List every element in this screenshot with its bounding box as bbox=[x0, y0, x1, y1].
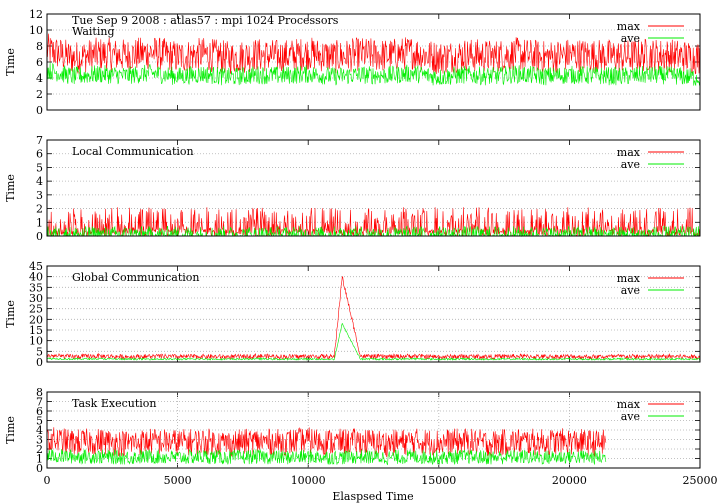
panel-1-y-axis-label: Time bbox=[4, 48, 17, 76]
panel-1-title: Waiting bbox=[72, 25, 115, 38]
panel-4-legend-label-ave: ave bbox=[621, 410, 640, 423]
panel-3-y-axis-label: Time bbox=[4, 300, 17, 328]
panel-4-y-tick-label: 3 bbox=[36, 434, 43, 447]
x-axis-label: Elaspsed Time bbox=[332, 490, 413, 503]
panel-3-legend-label-ave: ave bbox=[621, 284, 640, 297]
panel-4-y-tick-label: 1 bbox=[36, 453, 43, 466]
panel-3-y-tick-label: 40 bbox=[29, 271, 43, 284]
panel-3-y-tick-label: 10 bbox=[29, 335, 43, 348]
panel-3-y-tick-label: 15 bbox=[29, 324, 43, 337]
panel-2-series-ave bbox=[47, 225, 700, 238]
panel-4-y-tick-label: 4 bbox=[36, 424, 43, 437]
panel-4-y-tick-label: 0 bbox=[36, 462, 43, 475]
panel-1-series-max bbox=[46, 33, 701, 75]
panel-3-title: Global Communication bbox=[72, 271, 200, 284]
panel-1-y-tick-label: 12 bbox=[29, 8, 43, 21]
panel-1-y-tick-label: 2 bbox=[36, 88, 43, 101]
panel-3-frame bbox=[46, 265, 701, 363]
x-tick-label: 15000 bbox=[421, 474, 456, 487]
figure-header: Tue Sep 9 2008 : atlas57 : mpi 1024 Proc… bbox=[72, 14, 339, 27]
panel-1-y-tick-label: 6 bbox=[36, 56, 43, 69]
panel-4-title: Task Execution bbox=[72, 397, 156, 410]
panel-2-y-tick-label: 4 bbox=[36, 175, 43, 188]
panel-4-y-tick-label: 2 bbox=[36, 443, 43, 456]
x-tick-label: 0 bbox=[44, 474, 51, 487]
panel-2-y-tick-label: 5 bbox=[36, 161, 43, 174]
panel-2-legend-label-ave: ave bbox=[621, 158, 640, 171]
panel-3-y-tick-label: 5 bbox=[36, 345, 43, 358]
panel-4-series-ave bbox=[46, 448, 607, 466]
panel-1-legend-label-ave: ave bbox=[621, 32, 640, 45]
panel-3-y-tick-label: 35 bbox=[29, 281, 43, 294]
panel-4-y-tick-label: 8 bbox=[36, 386, 43, 399]
panel-2-y-tick-label: 1 bbox=[36, 216, 43, 229]
panel-1-series-ave bbox=[46, 62, 701, 87]
panel-2-frame bbox=[46, 139, 701, 237]
panel-3-legend-label-max: max bbox=[617, 272, 641, 285]
panel-2-y-axis-label: Time bbox=[4, 174, 17, 202]
panel-1-y-tick-label: 8 bbox=[36, 40, 43, 53]
panel-4-y-tick-label: 6 bbox=[36, 405, 43, 418]
panel-2-y-tick-label: 2 bbox=[36, 203, 43, 216]
panel-3-y-tick-label: 20 bbox=[29, 313, 43, 326]
panel-2-y-tick-label: 7 bbox=[36, 134, 43, 147]
x-tick-label: 5000 bbox=[164, 474, 192, 487]
x-tick-label: 20000 bbox=[552, 474, 587, 487]
panel-1-legend-label-max: max bbox=[617, 20, 641, 33]
panel-1-y-tick-label: 10 bbox=[29, 24, 43, 37]
panel-4-y-tick-label: 7 bbox=[36, 396, 43, 409]
panel-4-y-axis-label: Time bbox=[4, 416, 17, 444]
x-tick-label: 10000 bbox=[291, 474, 326, 487]
panel-3-series-max bbox=[46, 275, 701, 361]
panel-1-y-tick-label: 0 bbox=[36, 104, 43, 117]
panel-2-y-tick-label: 3 bbox=[36, 189, 43, 202]
panel-4-frame bbox=[46, 391, 701, 469]
panel-2-title: Local Communication bbox=[72, 145, 194, 158]
panel-3-y-tick-label: 25 bbox=[29, 303, 43, 316]
panel-2-y-tick-label: 0 bbox=[36, 230, 43, 243]
x-tick-label: 25000 bbox=[683, 474, 718, 487]
panel-4-legend-label-max: max bbox=[617, 398, 641, 411]
panel-1-y-tick-label: 4 bbox=[36, 72, 43, 85]
panel-3-y-tick-label: 45 bbox=[29, 260, 43, 273]
panel-1-frame bbox=[46, 13, 701, 111]
panel-3-y-tick-label: 30 bbox=[29, 292, 43, 305]
panel-3-series-ave bbox=[46, 322, 701, 361]
panel-2-legend-label-max: max bbox=[617, 146, 641, 159]
panel-4-y-tick-label: 5 bbox=[36, 415, 43, 428]
panel-3-y-tick-label: 0 bbox=[36, 356, 43, 369]
panel-2-y-tick-label: 6 bbox=[36, 148, 43, 161]
